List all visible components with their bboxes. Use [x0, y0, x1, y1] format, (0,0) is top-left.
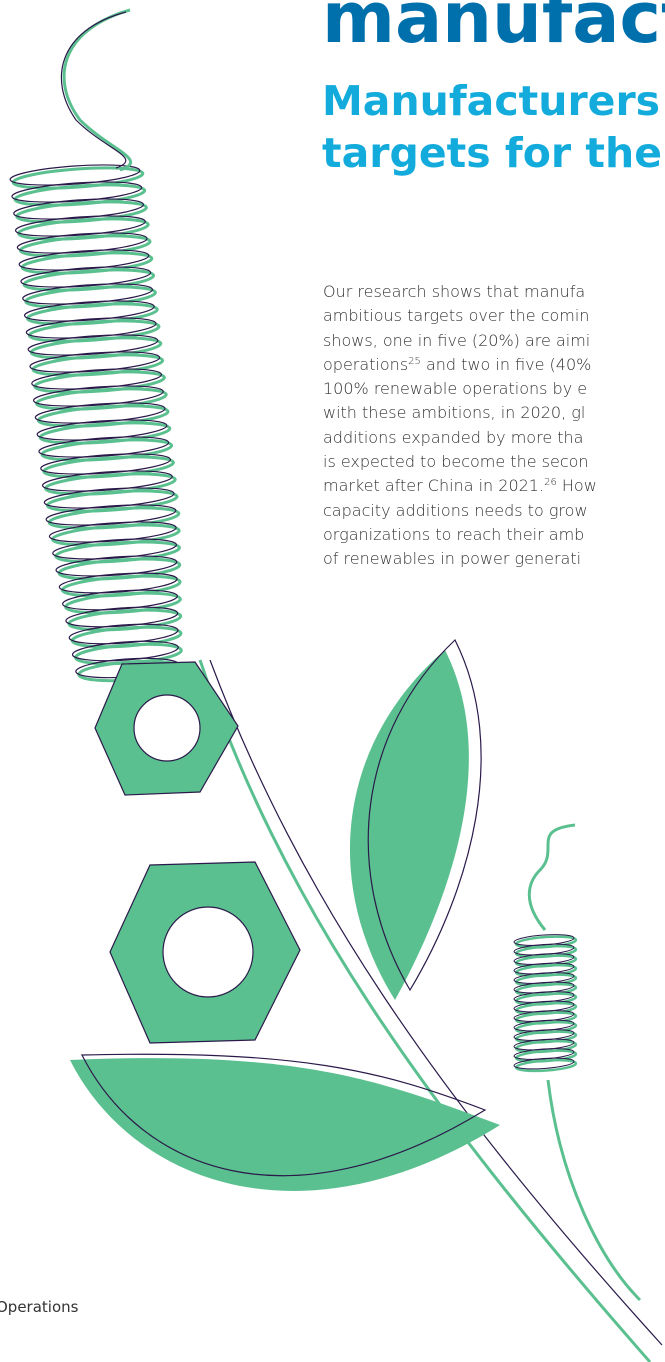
leaf	[349, 650, 469, 1000]
body-line: additions expanded by more tha	[323, 426, 597, 450]
subheading-line: targets for the	[322, 129, 663, 177]
coil-loop	[23, 300, 155, 322]
coil-loop	[65, 606, 179, 628]
text: and two in five (40%	[420, 354, 592, 374]
heading: manufact	[322, 0, 665, 59]
body-line: organizations to reach their amb	[323, 523, 597, 547]
leaf-outline	[81, 1053, 487, 1177]
text: additions expanded by more tha	[323, 427, 584, 447]
coil-loop	[513, 1038, 575, 1051]
coil-loop	[513, 1029, 575, 1041]
coil-loop	[513, 1019, 575, 1032]
text: ambitious targets over the comin	[323, 306, 590, 326]
coil-loop	[9, 164, 141, 186]
body-line: Our research shows that manufa	[323, 280, 597, 304]
spring-tail	[60, 11, 127, 169]
coil-loop	[513, 981, 575, 994]
coil-loop	[513, 1048, 575, 1060]
coil-loop	[513, 1010, 575, 1022]
coil-loop	[13, 198, 145, 220]
coil-loop	[58, 572, 178, 594]
text: How	[556, 476, 597, 496]
coil-loop	[14, 215, 146, 237]
coil-loop	[43, 487, 175, 509]
text: is expected to become the secon	[323, 452, 589, 472]
subheading: Manufacturers targets for the	[322, 75, 662, 179]
body-line: ambitious targets over the comin	[323, 304, 597, 328]
leaf	[70, 1058, 500, 1192]
coil-loop	[32, 385, 164, 407]
text: capacity additions needs to grow	[323, 500, 588, 520]
coil-loop	[36, 419, 168, 441]
body-line: market after China in 2021.26 How	[323, 474, 597, 498]
leaf-outline	[367, 639, 482, 992]
coil-loop	[513, 1057, 575, 1070]
coil-loop	[18, 249, 150, 271]
coil-loop	[27, 334, 159, 356]
coil-loop	[71, 640, 179, 662]
coil-loop	[41, 470, 173, 492]
coil-loop	[40, 453, 172, 475]
coil-loop	[513, 972, 575, 984]
spring-tail	[527, 823, 576, 931]
body-line: capacity additions needs to grow	[323, 499, 597, 523]
coil-loop	[62, 589, 178, 611]
text: Our research shows that manufa	[323, 282, 586, 301]
coil-loop	[68, 623, 179, 645]
footnote-ref: 25	[408, 355, 421, 367]
spring-tail	[62, 8, 133, 172]
coil-loop	[513, 1000, 575, 1013]
stem	[198, 659, 652, 1362]
subheading-line: Manufacturers	[322, 77, 661, 125]
coil-loop	[513, 943, 575, 956]
coil-loop	[513, 991, 575, 1003]
coil-loop	[55, 555, 178, 577]
spring-coil	[9, 164, 184, 683]
text: shows, one in five (20%) are aimi	[323, 330, 591, 350]
body-line: is expected to become the secon	[323, 450, 597, 474]
nut-hole	[133, 694, 201, 762]
footnote-ref: 26	[544, 477, 557, 489]
coil-loop	[513, 934, 575, 946]
text: market after China in 2021.	[323, 476, 545, 496]
coil-loop	[29, 351, 161, 373]
coil-loop	[513, 953, 575, 965]
body-line: operations25 and two in five (40%	[323, 353, 597, 377]
body-line: of renewables in power generati	[323, 547, 597, 571]
small-spring	[513, 934, 578, 1073]
coil-loop	[45, 504, 177, 526]
coil-loop	[38, 436, 170, 458]
coil-loop	[52, 538, 178, 560]
body-line: with these ambitions, in 2020, gl	[323, 401, 597, 425]
text: 100% renewable operations by e	[323, 379, 588, 399]
coil-loop	[11, 181, 143, 203]
body-text: Our research shows that manufa ambitious …	[323, 280, 597, 572]
text: with these ambitions, in 2020, gl	[323, 403, 586, 423]
coil-loop	[16, 232, 148, 254]
coil-loop	[48, 521, 177, 543]
coil-loop	[25, 317, 157, 339]
stem	[209, 659, 663, 1346]
coil-loop	[513, 962, 575, 975]
text: organizations to reach their amb	[323, 524, 585, 544]
body-line: shows, one in five (20%) are aimi	[323, 329, 597, 353]
coil-loop	[31, 368, 163, 390]
coil-loop	[22, 283, 154, 305]
nut-hole	[162, 906, 254, 998]
coil-loop	[20, 266, 152, 288]
stem	[546, 1079, 642, 1302]
text: operations	[323, 354, 409, 374]
coil-loop	[34, 402, 166, 424]
footer: Operations	[0, 1298, 79, 1316]
body-line: 100% renewable operations by e	[323, 377, 597, 401]
text: of renewables in power generati	[323, 549, 582, 569]
